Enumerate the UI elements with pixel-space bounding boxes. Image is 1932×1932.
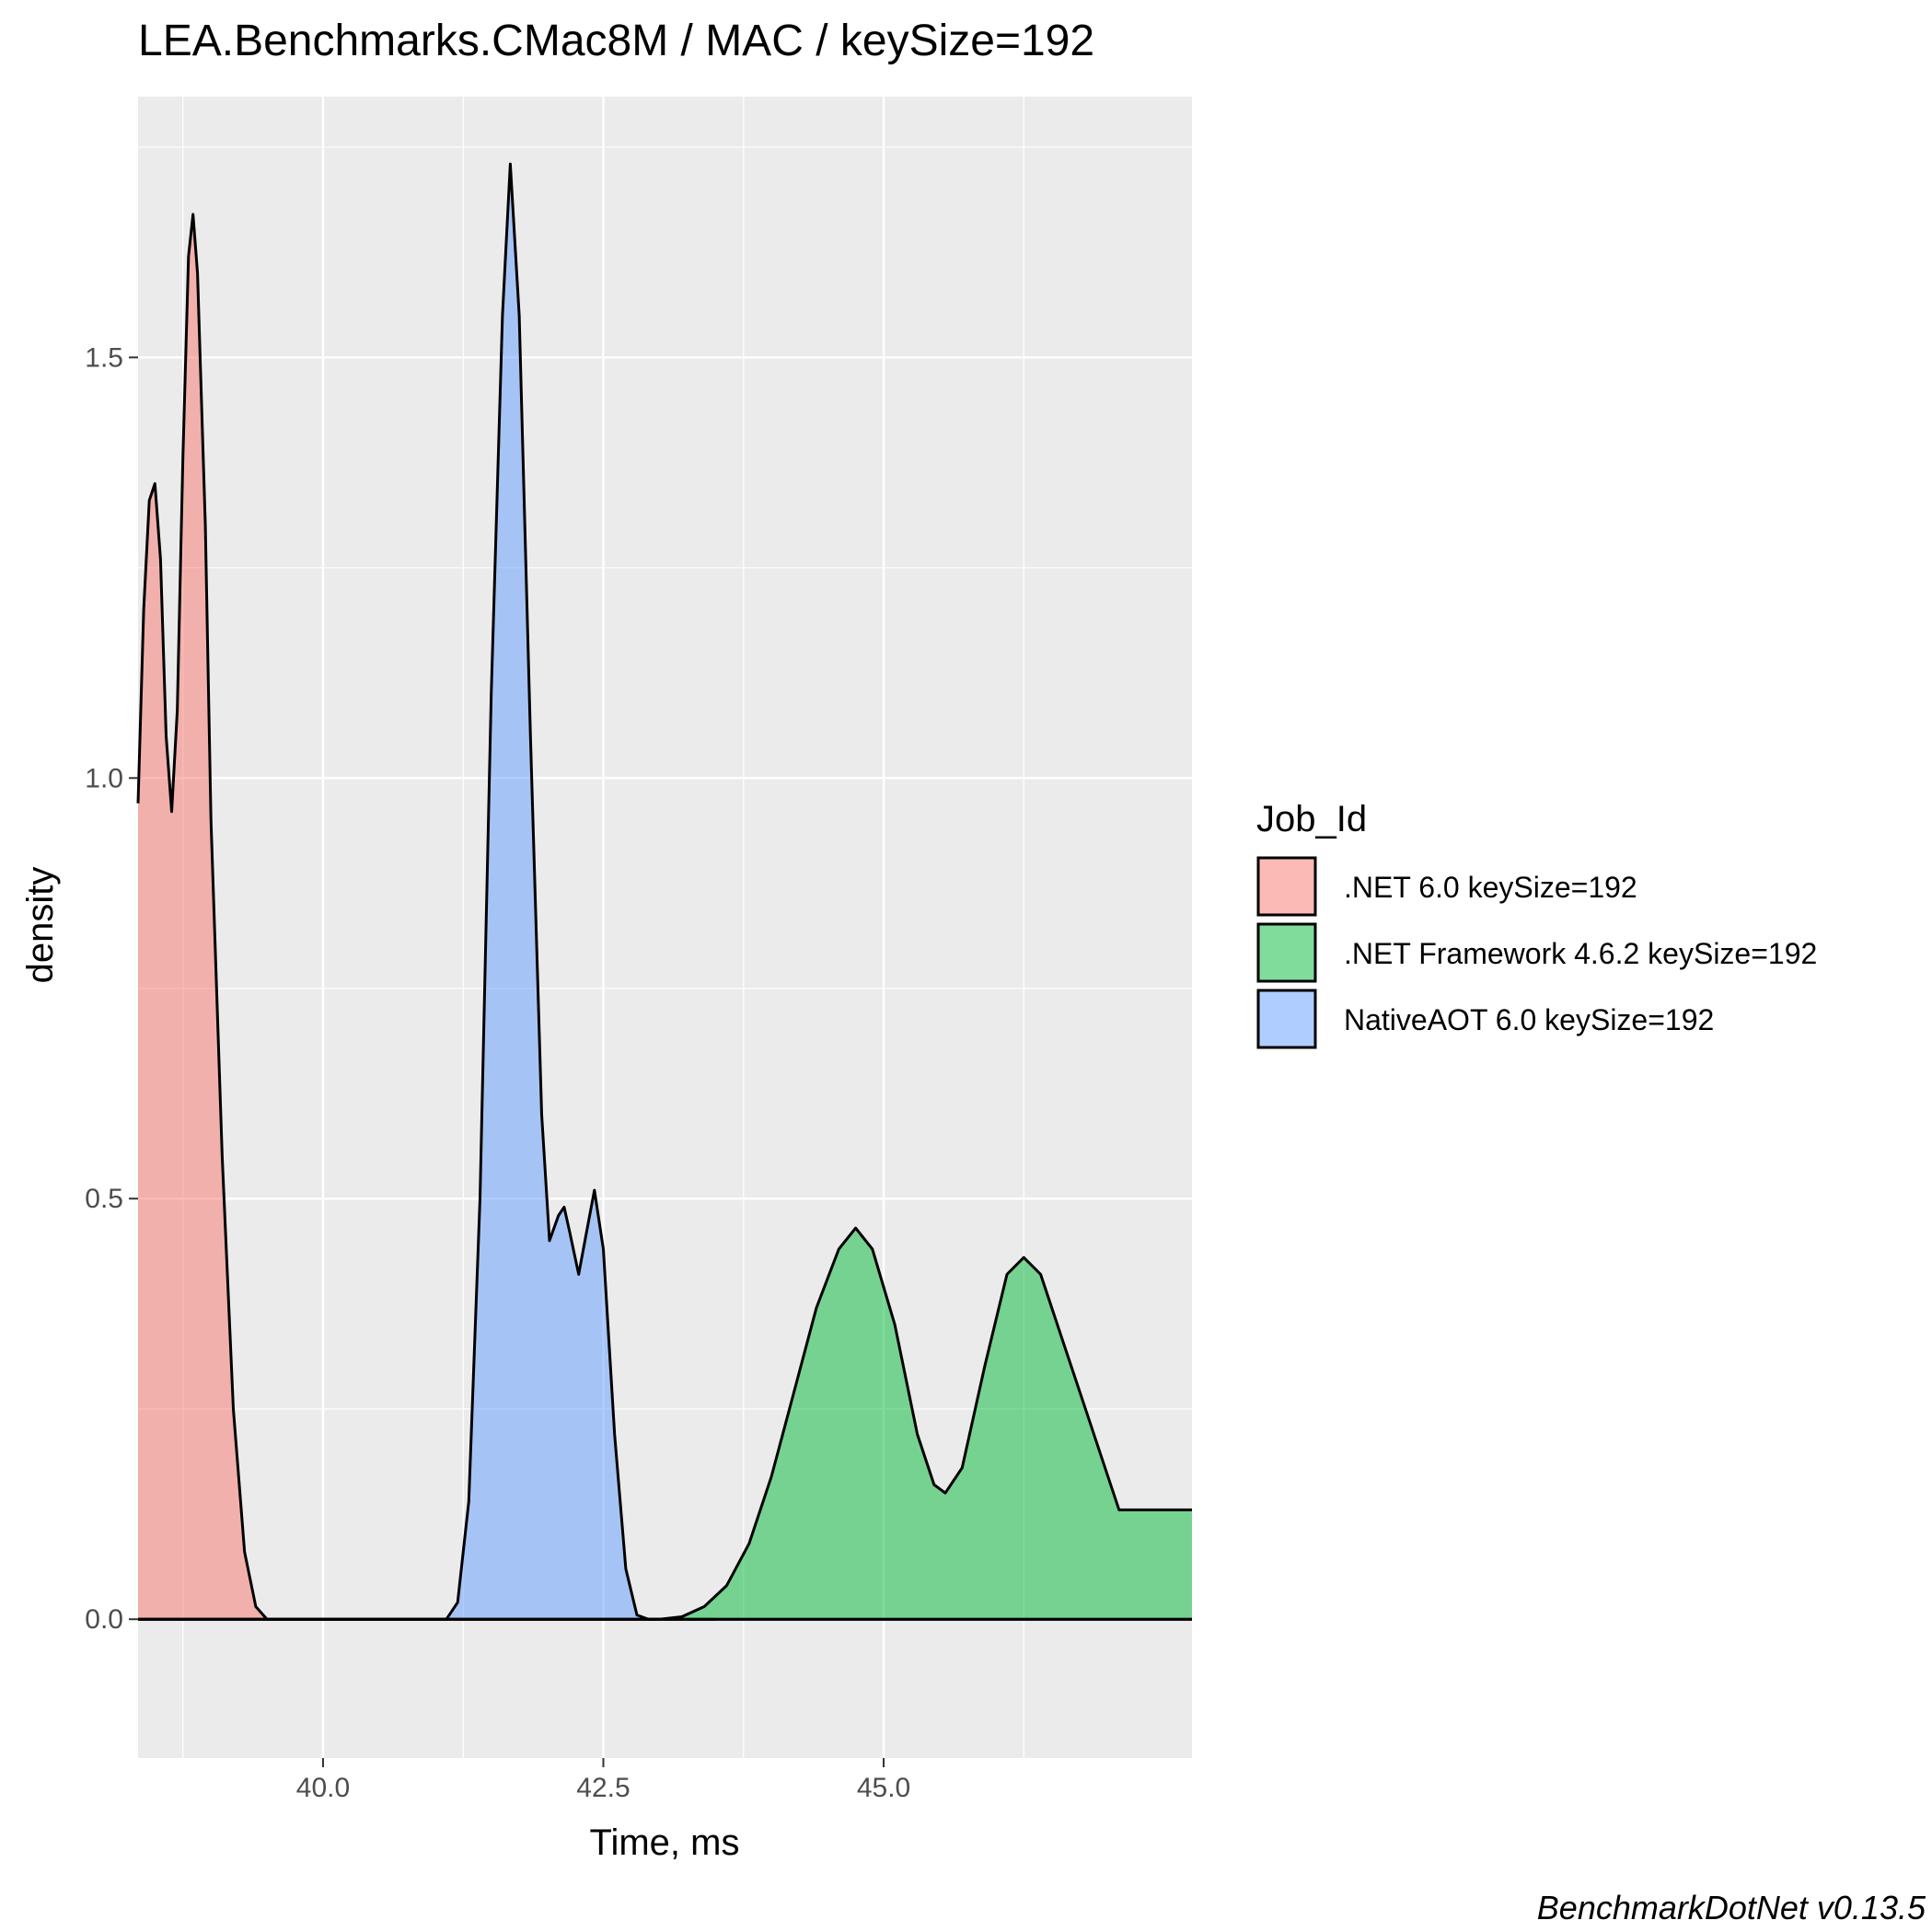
legend-label: .NET Framework 4.6.2 keySize=192 [1344, 937, 1817, 970]
axis-ticks: 40.0 42.5 45.0 0.0 0.5 1.0 1.5 [85, 342, 910, 1803]
y-tick-label: 1.5 [85, 342, 123, 373]
y-tick-label: 0.0 [85, 1604, 123, 1635]
caption: BenchmarkDotNet v0.13.5 [1537, 1889, 1926, 1926]
density-area [138, 1228, 1192, 1620]
chart-title: LEA.Benchmarks.CMac8M / MAC / keySize=19… [138, 17, 1094, 65]
legend-swatch [1256, 922, 1317, 983]
y-axis-title: density [20, 867, 61, 984]
x-axis-title: Time, ms [590, 1822, 740, 1863]
y-tick-label: 1.0 [85, 763, 123, 793]
x-tick-label: 45.0 [857, 1773, 910, 1803]
density-outline [136, 213, 716, 1621]
density-area [138, 214, 716, 1620]
density-areas [136, 162, 1192, 1621]
y-tick-label: 0.5 [85, 1184, 123, 1214]
legend-swatch [1256, 856, 1317, 917]
x-tick-label: 40.0 [296, 1773, 350, 1803]
x-tick-label: 42.5 [576, 1773, 630, 1803]
legend: Job_Id .NET 6.0 keySize=192 .NET Framewor… [1256, 799, 1817, 1049]
legend-label: .NET 6.0 keySize=192 [1344, 871, 1637, 904]
legend-label: NativeAOT 6.0 keySize=192 [1344, 1003, 1714, 1036]
density-outline [138, 1226, 1192, 1621]
legend-title: Job_Id [1256, 799, 1367, 839]
density-outline [138, 162, 1192, 1621]
legend-swatch [1256, 989, 1317, 1049]
